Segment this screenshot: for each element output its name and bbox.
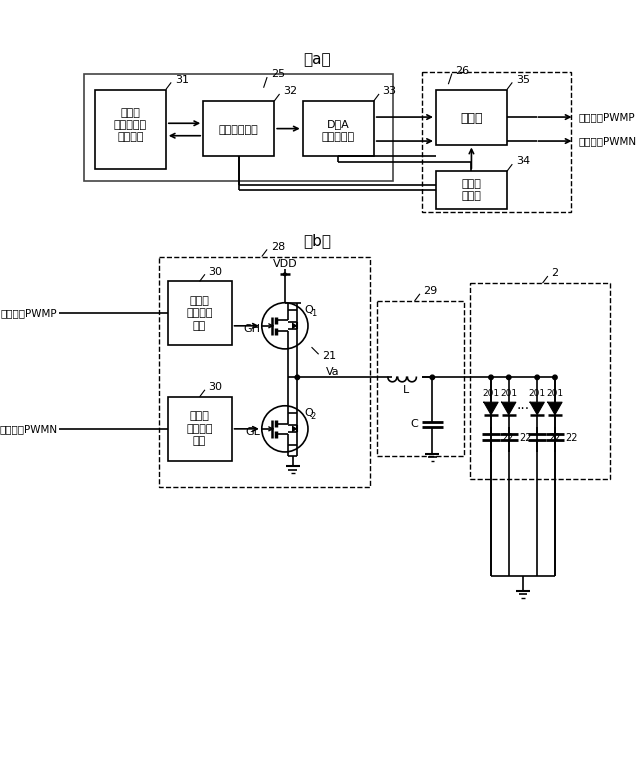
Circle shape xyxy=(506,375,511,379)
Bar xyxy=(422,71,571,212)
Text: GH: GH xyxy=(243,324,260,334)
Text: 29: 29 xyxy=(424,286,438,296)
Text: データ）: データ） xyxy=(117,133,143,143)
Text: 22: 22 xyxy=(548,433,561,443)
Text: 発振器: 発振器 xyxy=(461,191,481,201)
Polygon shape xyxy=(292,322,298,329)
Bar xyxy=(436,171,507,209)
Text: 201: 201 xyxy=(500,389,517,398)
Text: 2: 2 xyxy=(310,412,316,421)
Text: 変調信号PWMN: 変調信号PWMN xyxy=(578,136,636,146)
Polygon shape xyxy=(484,402,498,414)
Text: メモリ: メモリ xyxy=(120,108,140,118)
Text: 回路: 回路 xyxy=(193,320,206,331)
Text: 30: 30 xyxy=(209,267,223,276)
Polygon shape xyxy=(548,402,562,414)
Text: Q: Q xyxy=(305,305,313,315)
Text: 変調信号PWMN: 変調信号PWMN xyxy=(0,424,58,434)
Text: 25: 25 xyxy=(271,69,285,79)
Text: 33: 33 xyxy=(383,86,397,96)
Text: L: L xyxy=(403,385,409,395)
Polygon shape xyxy=(530,402,544,414)
Text: ゲート: ゲート xyxy=(189,411,209,421)
Text: コントローラ: コントローラ xyxy=(219,126,259,135)
Text: 26: 26 xyxy=(456,66,470,76)
Text: 21: 21 xyxy=(322,351,336,361)
Bar xyxy=(377,301,465,456)
Text: ゲート: ゲート xyxy=(189,296,209,306)
Circle shape xyxy=(489,375,493,379)
Circle shape xyxy=(535,375,540,379)
Text: 30: 30 xyxy=(209,382,223,392)
Circle shape xyxy=(284,273,286,275)
Bar xyxy=(168,397,232,461)
Text: 22: 22 xyxy=(566,433,578,443)
Text: Va: Va xyxy=(326,367,340,377)
Bar xyxy=(159,257,370,487)
Bar xyxy=(95,89,166,169)
Text: ドライブ: ドライブ xyxy=(186,308,213,318)
Bar xyxy=(203,101,274,156)
Bar xyxy=(303,101,374,156)
Text: 2: 2 xyxy=(552,268,559,279)
Text: D／A: D／A xyxy=(327,120,349,129)
Text: 三角波: 三角波 xyxy=(461,178,481,189)
Text: 201: 201 xyxy=(529,389,546,398)
Text: 1: 1 xyxy=(310,309,316,318)
Text: （b）: （b） xyxy=(303,233,331,248)
Text: C: C xyxy=(410,419,418,429)
Text: 変調信号PWMP: 変調信号PWMP xyxy=(578,112,635,122)
Text: 28: 28 xyxy=(271,242,285,251)
Text: 31: 31 xyxy=(175,74,189,85)
Text: Q: Q xyxy=(305,408,313,417)
Bar xyxy=(84,74,393,181)
Polygon shape xyxy=(502,402,516,414)
Text: 22: 22 xyxy=(520,433,532,443)
Text: コンバータ: コンバータ xyxy=(322,132,355,141)
Polygon shape xyxy=(292,425,298,432)
Text: （駅動波形: （駅動波形 xyxy=(114,120,147,130)
Bar xyxy=(436,89,507,144)
Text: VDD: VDD xyxy=(273,258,297,268)
Text: 201: 201 xyxy=(483,389,500,398)
Text: 34: 34 xyxy=(516,157,530,167)
Circle shape xyxy=(553,375,557,379)
Text: 201: 201 xyxy=(547,389,563,398)
Bar xyxy=(470,283,610,479)
Text: ドライブ: ドライブ xyxy=(186,424,213,434)
Text: 変調信号PWMP: 変調信号PWMP xyxy=(1,308,58,318)
Text: 回路: 回路 xyxy=(193,436,206,446)
Text: （a）: （a） xyxy=(303,52,331,67)
Text: GL: GL xyxy=(245,428,260,438)
Circle shape xyxy=(295,375,300,379)
Text: 比較器: 比較器 xyxy=(460,113,483,126)
Text: ···: ··· xyxy=(516,402,529,416)
Text: 32: 32 xyxy=(283,86,297,96)
Bar xyxy=(168,282,232,345)
Text: 35: 35 xyxy=(516,74,530,85)
Text: 22: 22 xyxy=(502,433,514,443)
Circle shape xyxy=(430,375,435,379)
